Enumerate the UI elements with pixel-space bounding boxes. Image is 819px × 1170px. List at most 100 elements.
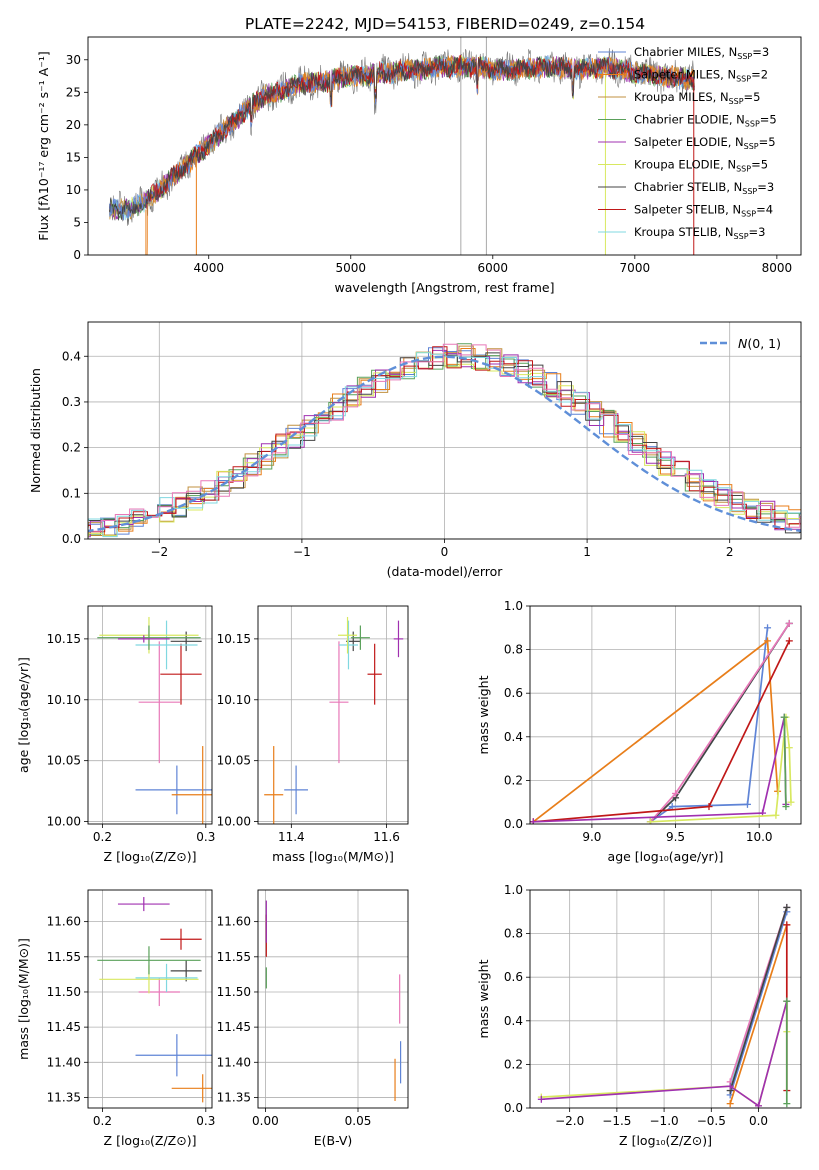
legend-entry: Chabrier ELODIE, NSSP=5 bbox=[634, 113, 777, 129]
y-tick-label: 10.15 bbox=[47, 632, 81, 646]
histogram-kroupa-stelib bbox=[88, 352, 801, 538]
plot-area bbox=[88, 322, 801, 539]
histogram-chabrier-miles bbox=[88, 347, 801, 535]
legend-entry: Salpeter STELIB, NSSP=4 bbox=[634, 203, 773, 219]
x-tick-label: 0 bbox=[441, 545, 449, 559]
x-axis-label: Z [log₁₀(Z/Z⊙)] bbox=[619, 1133, 712, 1148]
x-tick-label: 0.3 bbox=[196, 1114, 215, 1128]
y-tick-label: 11.55 bbox=[217, 950, 251, 964]
axes-frame bbox=[529, 605, 802, 825]
y-axis-label: mass weight bbox=[476, 959, 491, 1038]
y-tick-label: 5 bbox=[73, 215, 81, 229]
axes-frame bbox=[87, 321, 802, 540]
y-tick-label: 11.45 bbox=[47, 1020, 81, 1034]
spectrum-salpeter-miles bbox=[145, 55, 695, 255]
y-tick-label: 1.0 bbox=[504, 599, 523, 613]
y-tick-label: 10.00 bbox=[217, 815, 251, 829]
x-tick-label: −1 bbox=[293, 545, 311, 559]
x-tick-label: 11.6 bbox=[373, 830, 400, 844]
x-axis-label: Z [log₁₀(Z/Z⊙)] bbox=[104, 849, 197, 864]
x-tick-label: 7000 bbox=[620, 261, 651, 275]
weight-line-chabrier-miles bbox=[729, 911, 788, 1096]
x-tick-label: −2.0 bbox=[555, 1114, 584, 1128]
plot-area bbox=[108, 37, 695, 255]
spectrum-kroupa-miles bbox=[108, 55, 695, 220]
x-tick-label: 0.00 bbox=[252, 1114, 279, 1128]
y-axis-label: mass [log₁₀(M/M⊙)] bbox=[16, 938, 31, 1060]
y-tick-label: 0.0 bbox=[62, 532, 81, 546]
y-tick-label: 10.15 bbox=[217, 632, 251, 646]
y-tick-label: 11.55 bbox=[47, 950, 81, 964]
weight-line-salpeter-miles bbox=[729, 924, 788, 1104]
axes-frame bbox=[257, 605, 409, 825]
panel-spectrum: 4000 5000 6000 7000 8000 0 5 10 15 20 25 30 waveleng… bbox=[36, 36, 802, 295]
legend-entry: Salpeter ELODIE, NSSP=5 bbox=[634, 135, 776, 151]
x-tick-label: 10.0 bbox=[746, 830, 773, 844]
plot-area bbox=[530, 606, 801, 824]
y-tick-label: 15 bbox=[66, 150, 81, 164]
x-tick-label: 1 bbox=[583, 545, 591, 559]
panel-massweight_vs_age: 9.0 9.5 10.0 0.0 0.2 0.4 0.6 0.8 1.0 age [log₁₀(a… bbox=[476, 599, 802, 864]
x-tick-label: 0.2 bbox=[93, 830, 112, 844]
legend-entry: Kroupa STELIB, NSSP=3 bbox=[634, 225, 765, 241]
histogram-kroupa-elodie bbox=[88, 352, 801, 537]
y-tick-label: 10 bbox=[66, 183, 81, 197]
y-tick-label: 10.05 bbox=[47, 754, 81, 768]
weight-line-extra_pink bbox=[649, 622, 791, 823]
y-tick-label: 11.40 bbox=[217, 1055, 251, 1069]
x-tick-label: −2 bbox=[150, 545, 168, 559]
x-tick-label: 11.4 bbox=[278, 830, 305, 844]
x-tick-label: 0.05 bbox=[345, 1114, 372, 1128]
x-tick-label: 9.0 bbox=[582, 830, 601, 844]
axes-frame bbox=[529, 889, 802, 1109]
y-tick-label: 0.8 bbox=[504, 927, 523, 941]
legend-entry: Kroupa MILES, NSSP=5 bbox=[634, 90, 760, 106]
y-tick-label: 0.2 bbox=[62, 441, 81, 455]
x-tick-label: 4000 bbox=[193, 261, 224, 275]
y-tick-label: 30 bbox=[66, 53, 81, 67]
figure-title: PLATE=2242, MJD=54153, FIBERID=0249, z=0… bbox=[245, 15, 645, 33]
weight-line-chabrier-miles bbox=[649, 627, 769, 823]
y-tick-label: 0.0 bbox=[504, 1101, 523, 1115]
legend-entry: Chabrier STELIB, NSSP=3 bbox=[634, 180, 774, 196]
x-axis-label: wavelength [Angstrom, rest frame] bbox=[334, 280, 554, 295]
weight-line-salpeter-elodie bbox=[541, 1000, 788, 1108]
x-tick-label: −1.5 bbox=[602, 1114, 631, 1128]
histogram-salpeter-miles bbox=[88, 348, 801, 536]
y-tick-label: 11.35 bbox=[47, 1090, 81, 1104]
y-tick-label: 1.0 bbox=[504, 883, 523, 897]
panel-age_vs_mass: 11.4 11.6 10.00 10.05 10.10 10.15 mass [log₁₀(… bbox=[217, 605, 409, 864]
panel-mass_vs_Z: 0.2 0.3 11.35 11.40 11.45 11.50 11.55 11.60 Z [l… bbox=[16, 889, 215, 1148]
y-tick-label: 10.10 bbox=[217, 693, 251, 707]
plot-area bbox=[258, 890, 408, 1108]
legend-entry: Chabrier MILES, NSSP=3 bbox=[634, 45, 769, 61]
x-tick-label: 6000 bbox=[478, 261, 509, 275]
y-tick-label: 0.4 bbox=[504, 1014, 523, 1028]
x-axis-label: Z [log₁₀(Z/Z⊙)] bbox=[104, 1133, 197, 1148]
weight-line-salpeter-stelib bbox=[533, 640, 791, 823]
panel-massweight_vs_Z: −2.0 −1.5 −1.0 −0.5 0.0 0.0 0.2 0.4 0.6 0.8 1.0 Z [… bbox=[476, 883, 802, 1148]
y-tick-label: 11.35 bbox=[217, 1090, 251, 1104]
y-tick-label: 11.50 bbox=[47, 985, 81, 999]
x-tick-label: −0.5 bbox=[697, 1114, 726, 1128]
x-tick-label: 2 bbox=[726, 545, 734, 559]
weight-line-salpeter-miles bbox=[532, 639, 779, 823]
histogram-chabrier-stelib bbox=[88, 352, 801, 534]
y-tick-label: 10.10 bbox=[47, 693, 81, 707]
y-tick-label: 11.45 bbox=[217, 1020, 251, 1034]
plot-area bbox=[88, 890, 212, 1108]
x-axis-label: age [log₁₀(age/yr)] bbox=[608, 849, 724, 864]
legend-entry: Kroupa ELODIE, NSSP=5 bbox=[634, 158, 768, 174]
histogram-salpeter-elodie bbox=[88, 349, 801, 538]
axes-frame bbox=[87, 605, 213, 825]
histogram-salpeter-stelib bbox=[88, 346, 801, 533]
x-tick-label: −1.0 bbox=[650, 1114, 679, 1128]
plot-area bbox=[258, 606, 408, 824]
weight-line-chabrier-stelib bbox=[729, 907, 788, 1091]
y-axis-label: age [log₁₀(age/yr)] bbox=[16, 657, 31, 773]
legend: Chabrier MILES, NSSP=3 Salpeter MILES, NS… bbox=[598, 45, 777, 241]
y-tick-label: 0.4 bbox=[504, 730, 523, 744]
x-tick-label: 0.0 bbox=[749, 1114, 768, 1128]
y-tick-label: 0.3 bbox=[62, 395, 81, 409]
